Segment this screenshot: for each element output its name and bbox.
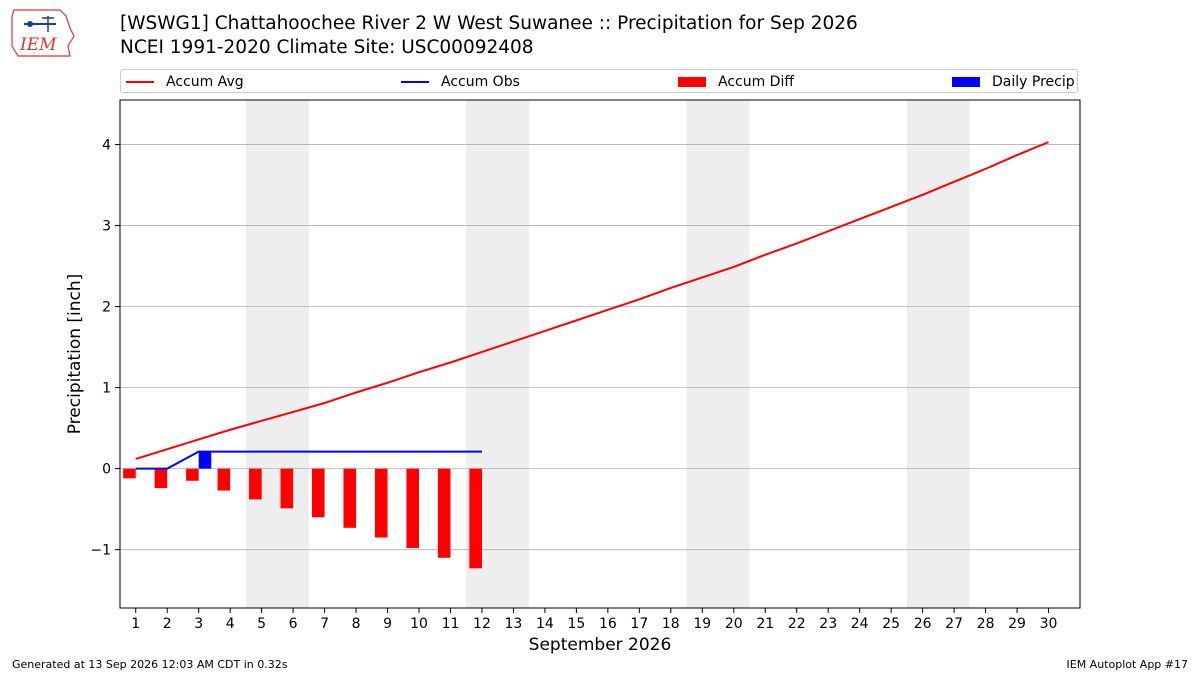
x-tick-label: 16 [599,616,617,632]
logo-text: IEM [19,35,57,55]
y-tick-label: 2 [102,300,111,316]
legend-item-accum-avg: Accum Avg [126,70,244,94]
chart-title: [WSWG1] Chattahoochee River 2 W West Suw… [120,13,858,34]
x-tick-label: 28 [977,616,995,632]
y-tick-label: −1 [90,543,111,559]
x-tick-label: 9 [383,616,392,632]
x-tick-label: 13 [505,616,523,632]
bar-accum-diff [437,468,451,558]
legend-label: Accum Avg [166,74,244,90]
legend-swatch [678,77,706,87]
legend-label: Accum Obs [441,74,520,90]
footer-app: IEM Autoplot App #17 [1066,658,1189,671]
bar-accum-diff [249,468,262,500]
x-tick-label: 19 [693,616,711,632]
legend-swatch [952,77,980,87]
iem-logo: IEM [11,9,75,57]
x-tick-label: 25 [882,616,900,632]
weekend-band [686,100,750,608]
x-tick-label: 27 [945,616,963,632]
bar-accum-diff [312,468,325,518]
x-tick-label: 10 [410,616,428,632]
y-tick-label: 3 [102,219,111,235]
legend-swatch [126,81,154,83]
legend: Accum Avg Accum Obs Accum Diff Daily Pre… [120,69,1078,93]
y-tick-label: 4 [102,138,111,154]
bar-daily-precip [198,451,212,469]
x-tick-label: 14 [536,616,554,632]
bar-accum-diff [280,468,294,509]
weekend-band [906,100,970,608]
bar-accum-diff [217,468,231,491]
x-tick-label: 24 [851,616,869,632]
x-tick-label: 4 [226,616,235,632]
x-tick-label: 5 [257,616,266,632]
legend-label: Daily Precip [992,74,1075,90]
legend-item-accum-diff: Accum Diff [678,70,794,94]
x-tick-label: 3 [194,616,203,632]
bar-accum-diff [123,468,136,479]
x-tick-label: 17 [630,616,648,632]
x-tick-label: 7 [320,616,329,632]
x-tick-label: 30 [1040,616,1058,632]
x-tick-label: 26 [914,616,932,632]
y-tick-label: 1 [102,381,111,397]
x-tick-label: 1 [131,616,140,632]
x-tick-label: 6 [289,616,298,632]
weekend-band [245,100,309,608]
line-accum-avg [135,141,1049,460]
y-tick-label: 0 [102,462,111,478]
bar-accum-diff [186,468,199,481]
x-axis-label: September 2026 [529,635,672,655]
plot-frame [119,99,1081,609]
x-tick-label: 23 [819,616,837,632]
legend-swatch [401,81,429,83]
x-tick-label: 22 [788,616,806,632]
line-accum-obs [135,450,482,470]
legend-item-daily-precip: Daily Precip [952,70,1075,94]
legend-item-accum-obs: Accum Obs [401,70,520,94]
bar-accum-diff [469,468,482,569]
x-tick-label: 21 [756,616,774,632]
x-tick-label: 20 [725,616,743,632]
bar-accum-diff [343,468,357,528]
bar-accum-diff [374,468,388,538]
legend-label: Accum Diff [718,74,795,90]
chart-subtitle: NCEI 1991-2020 Climate Site: USC00092408 [120,37,534,58]
x-tick-label: 11 [442,616,460,632]
x-tick-label: 15 [567,616,585,632]
x-tick-label: 12 [473,616,491,632]
x-tick-label: 18 [662,616,680,632]
y-axis-label: Precipitation [inch] [65,274,85,435]
x-tick-label: 29 [1008,616,1026,632]
x-tick-label: 2 [163,616,172,632]
x-tick-label: 8 [352,616,361,632]
bar-accum-diff [406,468,420,549]
footer-generated: Generated at 13 Sep 2026 12:03 AM CDT in… [12,658,288,671]
bar-accum-diff [154,468,168,489]
